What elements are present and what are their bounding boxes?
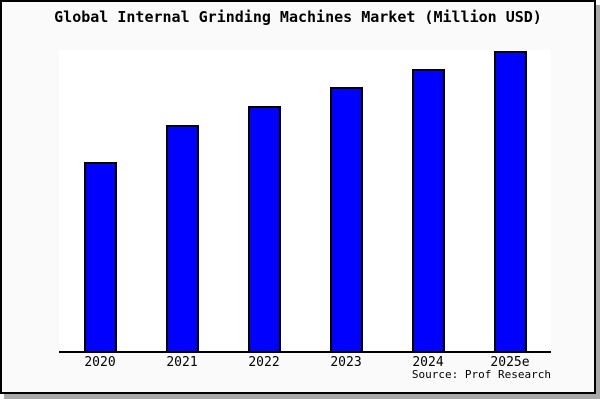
x-tick-label-2022: 2022 (248, 355, 280, 370)
x-tick-label-2024: 2024 (412, 355, 444, 370)
bar-slot-2025e (469, 50, 551, 351)
bar-2023 (329, 87, 363, 351)
bar-2020 (83, 161, 117, 351)
chart-frame: Global Internal Grinding Machines Market… (0, 0, 596, 394)
bar-2021 (165, 124, 199, 351)
bar-2024 (411, 68, 445, 351)
source-caption: Source: Prof Research (411, 368, 551, 381)
x-tick-label-2025e: 2025e (490, 355, 530, 370)
plot-area (59, 50, 551, 351)
bars-container (59, 50, 551, 351)
bar-slot-2022 (223, 50, 305, 351)
x-axis-line (59, 351, 551, 353)
bar-slot-2020 (59, 50, 141, 351)
chart-title: Global Internal Grinding Machines Market… (54, 8, 542, 26)
x-tick-label-2020: 2020 (84, 355, 116, 370)
bar-slot-2024 (387, 50, 469, 351)
bar-slot-2021 (141, 50, 223, 351)
bar-2022 (247, 106, 281, 351)
x-axis-labels: 2020 2021 2022 2023 2024 2025e (59, 355, 551, 370)
x-tick-label-2023: 2023 (330, 355, 362, 370)
x-tick-label-2021: 2021 (166, 355, 198, 370)
bar-2025e (493, 50, 527, 351)
bar-slot-2023 (305, 50, 387, 351)
